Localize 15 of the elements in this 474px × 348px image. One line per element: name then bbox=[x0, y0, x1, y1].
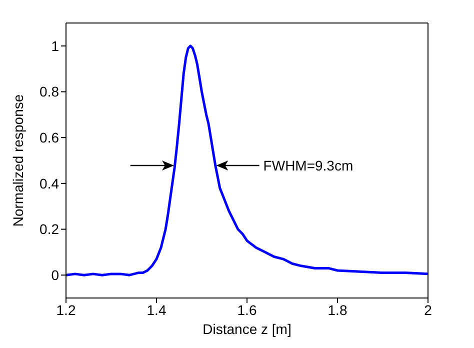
line-series bbox=[66, 44, 428, 276]
y-tick-label: 0.6 bbox=[40, 130, 60, 146]
y-axis-title: Normalized response bbox=[10, 94, 26, 227]
x-tick-label: 1.6 bbox=[237, 302, 257, 318]
x-axis-title: Distance z [m] bbox=[202, 321, 292, 337]
y-tick-label: 1 bbox=[51, 38, 60, 54]
y-tick-label: 0 bbox=[51, 267, 60, 284]
annotation: FWHM=9.3cm bbox=[263, 158, 354, 174]
x-tick-label: 1.2 bbox=[56, 302, 76, 318]
y-tick-label: 0.2 bbox=[40, 221, 60, 238]
x-tick-label: 2 bbox=[424, 302, 432, 318]
x-tick-label: 1.8 bbox=[328, 302, 348, 318]
x-tick-label: 1.4 bbox=[146, 302, 166, 318]
y-tick-label: 0.4 bbox=[40, 175, 60, 192]
y-tick-label: 0.8 bbox=[40, 84, 60, 100]
